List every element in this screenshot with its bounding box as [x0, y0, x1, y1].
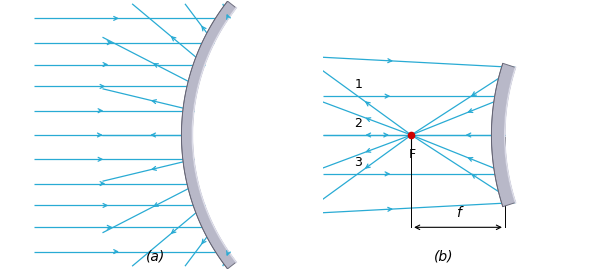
Text: (b): (b): [434, 250, 454, 264]
Text: F: F: [409, 148, 416, 161]
Text: 3: 3: [354, 156, 362, 168]
Polygon shape: [181, 1, 236, 269]
Text: 2: 2: [354, 117, 362, 130]
Text: 1: 1: [354, 78, 362, 91]
Polygon shape: [491, 63, 515, 207]
Text: f: f: [455, 206, 460, 220]
Text: (a): (a): [146, 250, 166, 264]
